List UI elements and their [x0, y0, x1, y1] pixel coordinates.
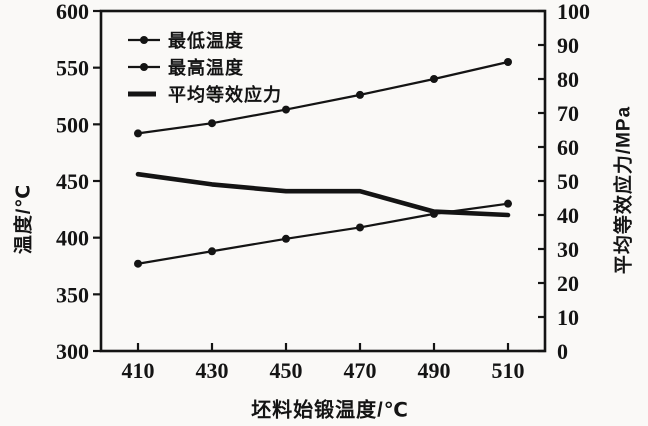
thick-line-marker-icon — [128, 91, 156, 96]
series-marker-min-temperature — [356, 223, 364, 232]
x-tick-label: 410 — [122, 358, 155, 383]
series-marker-max-temperature — [430, 75, 438, 83]
legend-label-max-temperature: 最高温度 — [168, 57, 244, 78]
y-right-tick-label: 90 — [557, 33, 579, 58]
legend-label-avg-equivalent-stress: 平均等效应力 — [168, 84, 282, 105]
y-right-tick-label: 20 — [557, 271, 579, 296]
x-tick-label: 450 — [270, 358, 303, 383]
series-marker-min-temperature — [504, 199, 512, 208]
y-right-tick-label: 60 — [557, 135, 579, 160]
legend-label-min-temperature: 最低温度 — [168, 30, 244, 51]
y-right-tick-label: 40 — [557, 203, 579, 228]
y-right-tick-label: 50 — [557, 169, 579, 194]
y-left-tick-label: 350 — [56, 282, 89, 307]
y-right-tick-label: 100 — [557, 0, 590, 24]
legend-item-avg-equivalent-stress: 平均等效应力 — [127, 80, 282, 107]
series-marker-min-temperature — [208, 247, 216, 256]
x-tick-label: 490 — [418, 358, 451, 383]
y-right-tick-label: 10 — [557, 305, 579, 330]
series-marker-max-temperature — [356, 90, 364, 99]
x-axis-label: 坯料始锻温度/℃ — [251, 399, 409, 422]
y-left-tick-label: 450 — [56, 169, 89, 194]
x-tick-label: 510 — [492, 358, 525, 383]
line-dot-marker-icon — [128, 62, 160, 71]
series-marker-max-temperature — [208, 119, 216, 128]
y-right-tick-label: 80 — [557, 67, 579, 92]
x-tick-label: 430 — [196, 358, 229, 383]
legend-item-min-temperature: 最低温度 — [127, 26, 282, 53]
y-axis-label-right: 平均等效应力/MPa — [613, 105, 635, 275]
x-tick-label: 470 — [344, 358, 377, 383]
y-left-tick-label: 600 — [56, 0, 89, 24]
series-marker-max-temperature — [282, 105, 290, 114]
y-right-tick-label: 30 — [557, 237, 579, 262]
series-line-avg-equivalent-stress — [135, 171, 511, 218]
y-right-tick-label: 70 — [557, 101, 579, 126]
legend-item-max-temperature: 最高温度 — [127, 53, 282, 80]
y-left-tick-label: 300 — [56, 339, 89, 364]
y-right-tick-label: 0 — [557, 339, 568, 364]
y-left-tick-label: 500 — [56, 112, 89, 137]
y-axis-label-left: 温度/℃ — [13, 183, 35, 255]
series-line-max-temperature — [136, 60, 510, 135]
series-marker-min-temperature — [134, 259, 142, 268]
y-left-tick-label: 550 — [56, 56, 89, 81]
series-marker-max-temperature — [134, 129, 142, 138]
y-left-tick-label: 400 — [56, 226, 89, 251]
line-dot-marker-icon — [128, 35, 160, 44]
series-marker-min-temperature — [282, 234, 290, 243]
legend: 最低温度 最高温度 平均等效应力 — [127, 26, 282, 107]
series-marker-max-temperature — [504, 58, 512, 66]
